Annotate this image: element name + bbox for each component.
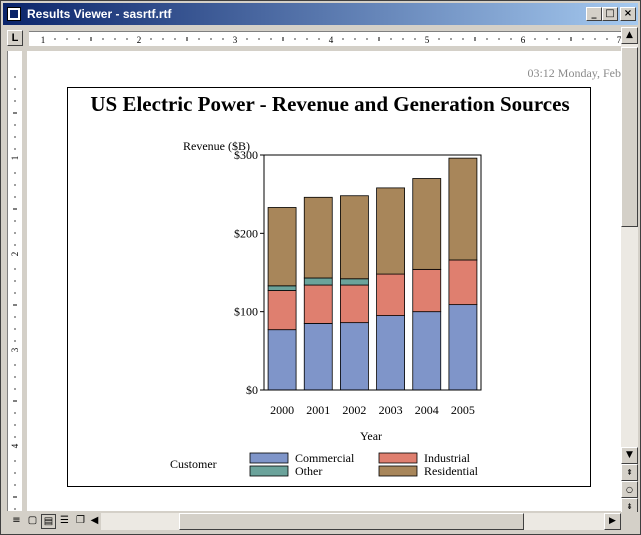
legend-label-other: Other xyxy=(295,464,322,478)
legend-swatch-commercial xyxy=(249,452,289,464)
x-tick-label: 2002 xyxy=(342,403,366,417)
ruler-number: 2 xyxy=(10,252,20,257)
ruler-number: 7 xyxy=(617,35,622,45)
page-header-datetime: 03:12 Monday, Feb xyxy=(527,66,621,80)
maximize-button[interactable]: □ xyxy=(602,7,618,21)
bar-segment-commercial-2000 xyxy=(267,329,297,391)
ruler-number: 3 xyxy=(10,347,20,352)
web-layout-view-icon[interactable]: ▢ xyxy=(27,515,38,526)
title-bar[interactable]: Results Viewer - sasrtf.rtf _ □ × xyxy=(3,3,638,25)
bar-segment-residential-2003 xyxy=(376,187,405,275)
stacked-bar-chart: 2000 2001 2002 2003 2004 2005 $0 $100 $200 $300 R… xyxy=(170,139,482,478)
chart-title: US Electric Power - Revenue and Generati… xyxy=(90,92,570,116)
bar-segment-commercial-2001 xyxy=(303,323,333,391)
bar-segment-residential-2000 xyxy=(267,207,297,287)
ruler-number: 2 xyxy=(137,35,142,45)
select-browse-object-button[interactable]: ○ xyxy=(621,481,638,498)
bar-segment-commercial-2004 xyxy=(412,311,442,391)
bar-segment-industrial-2000 xyxy=(267,290,297,331)
horizontal-ruler-ticks: 1 2 3 4 5 6 7 xyxy=(41,35,622,45)
y-tick-label: $300 xyxy=(234,148,258,162)
close-button[interactable]: × xyxy=(620,7,636,21)
legend-label-industrial: Industrial xyxy=(424,451,471,465)
status-bar: ≡ ▢ ▤ ☰ ❐ ◀ ▶ xyxy=(3,512,638,532)
horizontal-ruler[interactable]: 1 2 3 4 5 6 7 xyxy=(29,31,623,46)
x-tick-label: 2005 xyxy=(451,403,475,417)
tab-stop-selector[interactable]: L xyxy=(7,30,23,46)
scroll-up-button[interactable]: ▲ xyxy=(621,27,638,44)
bar-segment-commercial-2003 xyxy=(376,315,405,391)
legend-swatch-other xyxy=(249,465,289,477)
legend-title: Customer xyxy=(170,457,217,471)
x-tick-label: 2000 xyxy=(270,403,294,417)
previous-page-button[interactable]: ⇞ xyxy=(621,464,638,481)
y-tick-label: $0 xyxy=(246,383,258,397)
document-area[interactable]: 03:12 Monday, Feb US Electric Power - Re… xyxy=(27,51,621,511)
scroll-right-button[interactable]: ▶ xyxy=(604,513,621,530)
normal-view-icon[interactable]: ≡ xyxy=(12,515,21,526)
plot-area-frame xyxy=(263,154,482,391)
horizontal-scroll-thumb[interactable] xyxy=(179,513,524,530)
x-axis-label: Year xyxy=(360,429,382,443)
window-title: Results Viewer - sasrtf.rtf xyxy=(27,7,172,21)
ruler-bar: L 1 2 3 4 5 6 7 xyxy=(3,27,638,49)
bar-segment-industrial-2002 xyxy=(340,284,369,324)
bar-segment-other-2000 xyxy=(267,285,297,291)
ruler-number: 3 xyxy=(233,35,238,45)
bar-segment-residential-2001 xyxy=(303,196,333,279)
bar-segment-commercial-2005 xyxy=(448,304,478,391)
outline-view-icon[interactable]: ☰ xyxy=(60,515,69,526)
bar-segment-residential-2005 xyxy=(448,157,478,261)
ruler-number: 4 xyxy=(10,443,20,448)
bar-segment-residential-2004 xyxy=(412,178,442,270)
bar-segment-industrial-2004 xyxy=(412,268,442,313)
legend: Commercial Industrial Other Residential xyxy=(249,451,479,478)
ruler-number: 1 xyxy=(41,35,46,45)
legend-swatch-industrial xyxy=(378,452,418,464)
bar-segment-residential-2002 xyxy=(340,195,369,280)
reading-layout-view-icon[interactable]: ❐ xyxy=(76,515,85,526)
y-axis-label: Revenue ($B) xyxy=(183,139,250,153)
print-layout-view-icon[interactable]: ▤ xyxy=(41,514,56,529)
vertical-scroll-thumb[interactable] xyxy=(621,47,638,227)
bar-segment-other-2002 xyxy=(340,278,369,286)
scroll-down-button[interactable]: ▼ xyxy=(621,447,638,464)
ruler-number: 6 xyxy=(521,35,526,45)
x-tick-label: 2004 xyxy=(415,403,439,417)
bar-segment-industrial-2005 xyxy=(448,259,478,306)
legend-swatch-residential xyxy=(378,465,418,477)
bar-segment-other-2001 xyxy=(303,277,333,286)
vertical-ruler[interactable]: 1 2 3 4 xyxy=(7,51,22,511)
x-tick-label: 2003 xyxy=(379,403,403,417)
horizontal-scrollbar[interactable]: ▶ xyxy=(101,513,621,530)
ruler-number: 5 xyxy=(425,35,430,45)
vertical-scrollbar[interactable]: ▲ ▼ ⇞ ○ ⇟ xyxy=(621,27,638,515)
y-tick-label: $100 xyxy=(234,305,258,319)
x-tick-label: 2001 xyxy=(306,403,330,417)
scroll-left-button[interactable]: ◀ xyxy=(90,515,99,526)
y-tick-label: $200 xyxy=(234,226,258,240)
legend-label-residential: Residential xyxy=(424,464,479,478)
ruler-number: 1 xyxy=(10,156,20,161)
ruler-number: 4 xyxy=(329,35,334,45)
bar-segment-commercial-2002 xyxy=(340,322,369,391)
bar-segment-industrial-2001 xyxy=(303,284,333,324)
chart-frame: US Electric Power - Revenue and Generati… xyxy=(67,87,591,487)
app-icon[interactable] xyxy=(7,7,21,21)
legend-label-commercial: Commercial xyxy=(295,451,355,465)
bar-segment-industrial-2003 xyxy=(376,273,405,316)
vertical-ruler-ticks: 1 2 3 4 xyxy=(10,76,20,510)
minimize-button[interactable]: _ xyxy=(586,7,602,21)
